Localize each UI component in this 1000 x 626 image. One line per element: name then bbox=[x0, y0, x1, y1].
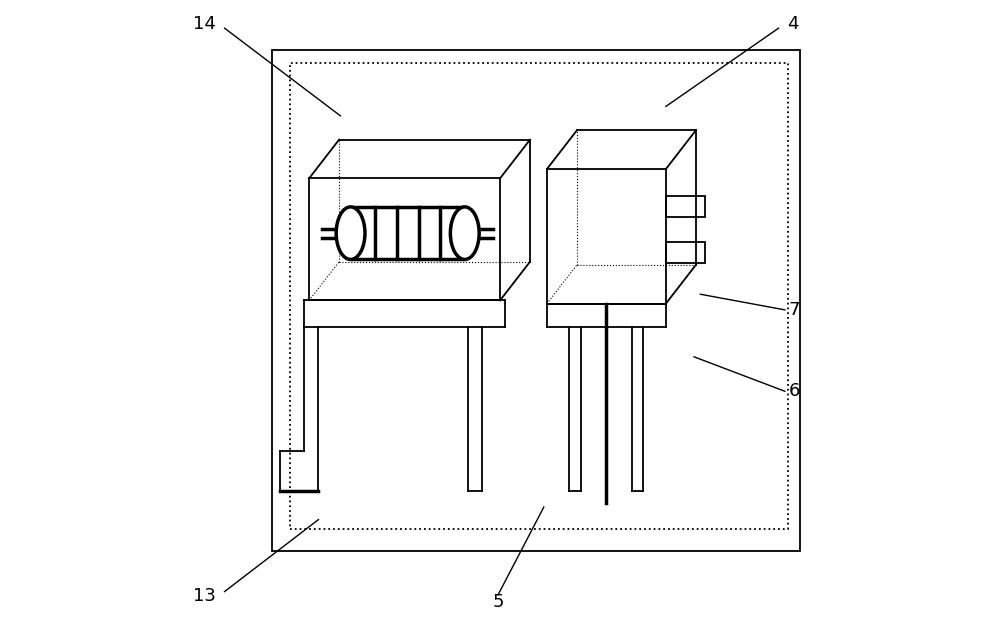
Text: 7: 7 bbox=[788, 301, 800, 319]
Polygon shape bbox=[666, 242, 705, 263]
Polygon shape bbox=[666, 197, 705, 217]
Text: 13: 13 bbox=[193, 587, 216, 605]
Text: 5: 5 bbox=[492, 593, 504, 611]
Text: 4: 4 bbox=[787, 15, 799, 33]
Ellipse shape bbox=[336, 207, 365, 259]
Text: 6: 6 bbox=[789, 382, 800, 400]
Ellipse shape bbox=[450, 207, 479, 259]
Text: 14: 14 bbox=[193, 15, 216, 33]
